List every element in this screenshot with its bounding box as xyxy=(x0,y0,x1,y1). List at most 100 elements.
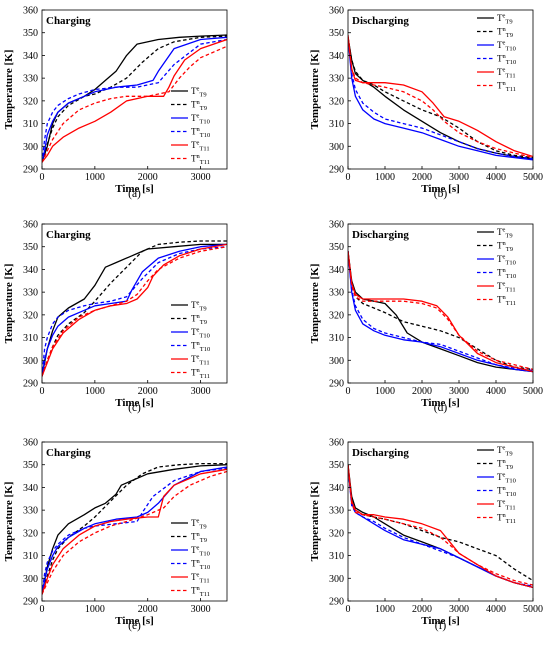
y-tick-label: 290 xyxy=(23,379,38,390)
legend-superscript: e xyxy=(197,354,200,361)
series-line xyxy=(42,246,227,377)
legend-symbol: T xyxy=(497,486,503,496)
legend-subscript: T9 xyxy=(199,306,206,313)
legend-symbol: T xyxy=(497,499,503,509)
y-tick-label: 300 xyxy=(329,142,344,153)
legend-symbol: T xyxy=(497,27,503,37)
legend-superscript: e xyxy=(503,40,506,47)
plot-frame xyxy=(347,441,534,602)
legend-superscript: n xyxy=(197,367,201,374)
legend-entry: TnT10 xyxy=(191,558,210,571)
legend-entry: TeT9 xyxy=(191,86,207,99)
series-line xyxy=(42,45,227,163)
y-tick-label: 290 xyxy=(23,597,38,608)
x-tick-label: 0 xyxy=(40,604,45,615)
x-tick-label: 0 xyxy=(40,172,45,183)
y-tick-label: 330 xyxy=(329,506,344,517)
legend-subscript: T9 xyxy=(506,246,513,253)
y-tick-label: 310 xyxy=(23,119,38,130)
x-tick-label: 3000 xyxy=(449,386,469,397)
series-line xyxy=(42,470,227,595)
y-tick-label: 320 xyxy=(329,96,344,107)
legend-entry: TeT11 xyxy=(497,67,516,80)
legend-entry: TeT9 xyxy=(497,445,513,458)
legend-subscript: T10 xyxy=(505,46,515,53)
x-tick-label: 1000 xyxy=(85,386,105,397)
legend-symbol: T xyxy=(191,86,197,96)
series-line xyxy=(348,464,533,586)
series-line xyxy=(42,246,227,377)
legend-entry: TnT9 xyxy=(191,313,207,326)
x-axis-label: Time [s] xyxy=(115,183,154,195)
y-tick-label: 290 xyxy=(329,597,344,608)
legend-symbol: T xyxy=(191,559,197,569)
legend-symbol: T xyxy=(497,13,503,23)
panel-label: (f) xyxy=(435,620,447,632)
legend-superscript: e xyxy=(197,327,200,334)
legend-subscript: T11 xyxy=(506,86,516,93)
x-tick-label: 3000 xyxy=(449,604,469,615)
legend-entry: TeT10 xyxy=(497,254,516,267)
x-tick-label: 4000 xyxy=(486,172,506,183)
chart-title: Charging xyxy=(46,15,91,27)
legend-superscript: e xyxy=(503,227,506,234)
x-tick-label: 5000 xyxy=(523,172,543,183)
legend-subscript: T9 xyxy=(505,19,512,26)
plot-frame xyxy=(41,441,228,602)
legend-superscript: n xyxy=(197,99,201,106)
series-line xyxy=(42,243,227,377)
legend-subscript: T10 xyxy=(505,478,515,485)
y-tick-label: 340 xyxy=(329,51,344,62)
legend-subscript: T11 xyxy=(200,591,210,598)
legend-superscript: n xyxy=(197,340,201,347)
series-line xyxy=(348,251,533,373)
y-tick-label: 320 xyxy=(23,528,38,539)
plot-frame xyxy=(41,9,228,170)
legend-entry: TeT10 xyxy=(497,472,516,485)
y-tick-label: 360 xyxy=(329,438,344,449)
x-tick-label: 1000 xyxy=(375,172,395,183)
legend-subscript: T11 xyxy=(506,518,516,525)
plot-frame xyxy=(41,223,228,384)
legend-superscript: n xyxy=(197,585,201,592)
legend-symbol: T xyxy=(191,368,197,378)
panel-label: (b) xyxy=(434,188,448,200)
legend-superscript: n xyxy=(503,458,507,465)
y-tick-label: 330 xyxy=(23,74,38,85)
chart-panel: 290 300 310 320 330 340 350 360 0 1000 2000 3000 Tim… xyxy=(3,220,228,414)
y-axis-label: Temperature [K] xyxy=(309,264,321,344)
legend-subscript: T11 xyxy=(199,360,209,367)
y-tick-label: 330 xyxy=(329,288,344,299)
legend-symbol: T xyxy=(497,281,503,291)
x-tick-label: 2000 xyxy=(412,386,432,397)
legend-superscript: e xyxy=(197,113,200,120)
y-tick-label: 340 xyxy=(23,265,38,276)
legend-subscript: T9 xyxy=(200,105,207,112)
chart-panel: 290 300 310 320 330 340 350 360 0 1000 2000 3000 Tim… xyxy=(3,438,228,632)
legend-entry: TeT10 xyxy=(191,327,210,340)
legend-subscript: T11 xyxy=(506,300,516,307)
x-tick-label: 1000 xyxy=(375,604,395,615)
y-tick-label: 360 xyxy=(329,6,344,17)
series-line xyxy=(42,38,227,163)
legend-superscript: e xyxy=(503,472,506,479)
x-axis-label: Time [s] xyxy=(115,615,154,627)
x-axis-label: Time [s] xyxy=(115,397,154,409)
chart-panel: 290 300 310 320 330 340 350 360 0 1000 2000 3000 400… xyxy=(309,438,543,633)
panel-label: (a) xyxy=(128,188,141,200)
legend-symbol: T xyxy=(191,100,197,110)
legend-symbol: T xyxy=(497,295,503,305)
legend-subscript: T11 xyxy=(505,287,515,294)
x-tick-label: 3000 xyxy=(191,604,211,615)
y-tick-label: 350 xyxy=(329,460,344,471)
series-line xyxy=(348,466,533,587)
legend-superscript: e xyxy=(197,518,200,525)
series-line xyxy=(348,37,533,159)
y-tick-label: 300 xyxy=(23,356,38,367)
y-tick-label: 360 xyxy=(23,220,38,231)
legend-symbol: T xyxy=(191,518,197,528)
y-tick-label: 350 xyxy=(329,28,344,39)
legend-superscript: e xyxy=(503,499,506,506)
x-tick-label: 5000 xyxy=(523,604,543,615)
